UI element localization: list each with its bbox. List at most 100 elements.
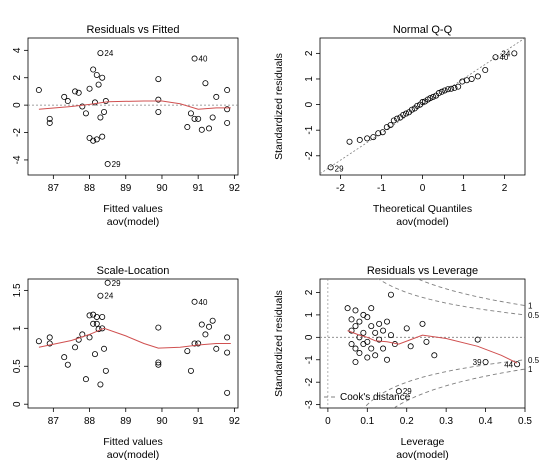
data-point [64,361,71,368]
y-tick-label: 1 [304,312,315,318]
data-point [468,75,475,82]
data-point [97,114,104,121]
data-point [195,115,202,122]
smoother-line [38,100,231,110]
outlier-label: 29 [403,387,412,396]
data-point [202,80,209,87]
x-tick-label: 0 [325,416,331,427]
data-point [360,311,367,318]
data-point [72,88,79,95]
cooks-distance-contour [416,279,525,307]
data-point [155,324,162,331]
cooks-distance-contour [363,359,525,408]
data-layer [320,279,525,408]
x-axis-label: Fitted values [103,436,163,448]
panel-title: Residuals vs Fitted [87,24,180,36]
data-point [419,320,426,327]
data-point [482,359,489,366]
data-point [224,87,231,94]
y-tick-label: 0 [304,101,315,107]
outlier-label: 40 [499,53,508,62]
data-point [102,98,109,105]
data-point [82,110,89,117]
data-point [99,74,106,81]
x-tick-label: 90 [156,183,168,194]
data-point [224,106,231,113]
data-point [387,122,394,129]
cooks-distance-contour [393,368,525,408]
data-point [459,78,466,85]
data-point [46,334,53,341]
y-tick-label: 0 [304,334,315,340]
data-point [198,321,205,328]
y-tick-label: 2 [304,50,315,56]
data-point [394,115,401,122]
data-point [370,134,377,141]
smoother-line [347,330,518,364]
data-point [191,115,198,122]
y-tick-label: 0.5 [12,359,23,373]
data-point [364,314,371,321]
data-point [198,126,205,133]
x-tick-label: 0.5 [518,416,532,427]
data-point [344,305,351,312]
x-axis-sublabel: aov(model) [107,216,160,228]
data-point [364,354,371,361]
data-point [75,89,82,96]
x-axis-sublabel: aov(model) [396,449,449,461]
data-point [352,345,359,352]
outlier-label: 29 [112,279,121,288]
data-point [104,279,111,286]
data-layer [320,38,525,175]
y-tick-label: -3 [304,400,315,409]
data-point [90,137,97,144]
panel-3: Residuals vs Leverage 0 0.1 0.2 0.3 0.4 0.5 -3 -… [273,265,540,461]
x-axis-label: Fitted values [103,203,163,215]
data-point [79,103,86,110]
data-layer [35,279,231,396]
data-point [375,130,382,137]
data-point [438,88,445,95]
x-tick-label: 90 [156,416,168,427]
data-point [492,54,499,61]
data-point [209,114,216,121]
data-point [101,345,108,352]
data-point [82,376,89,383]
data-point [104,161,111,168]
plot-frame [27,278,239,409]
data-point [368,305,375,312]
data-point [384,318,391,325]
data-point [46,340,53,347]
data-point [91,99,98,106]
data-point [93,71,100,78]
data-point [224,119,231,126]
data-point [390,117,397,124]
data-point [155,96,162,103]
data-point [155,108,162,115]
y-axis-label: Standardized residuals [273,53,285,160]
y-tick-label: -1 [304,125,315,134]
x-tick-label: -2 [336,183,345,194]
panel-2: Scale-Location 87 88 89 90 91 92 0 0.5 1 1.5 Fitted… [12,265,240,461]
data-point [380,345,387,352]
x-axis-sublabel: aov(model) [107,449,160,461]
data-point [206,323,213,330]
data-point [35,87,42,94]
data-point [511,50,518,57]
plot-frame [27,37,239,176]
data-point [191,298,198,305]
y-axis-label: Standardized residuals [273,290,285,397]
data-point [407,343,414,350]
x-tick-label: 1 [461,183,467,194]
data-point [155,359,162,366]
data-point [356,350,363,357]
data-point [474,73,481,80]
data-point [368,345,375,352]
y-tick-label: -2 [304,151,315,160]
data-point [61,354,68,361]
data-point [360,341,367,348]
x-tick-label: 89 [120,416,132,427]
data-point [97,292,104,299]
outlier-label: 29 [335,164,344,173]
data-point [224,389,231,396]
